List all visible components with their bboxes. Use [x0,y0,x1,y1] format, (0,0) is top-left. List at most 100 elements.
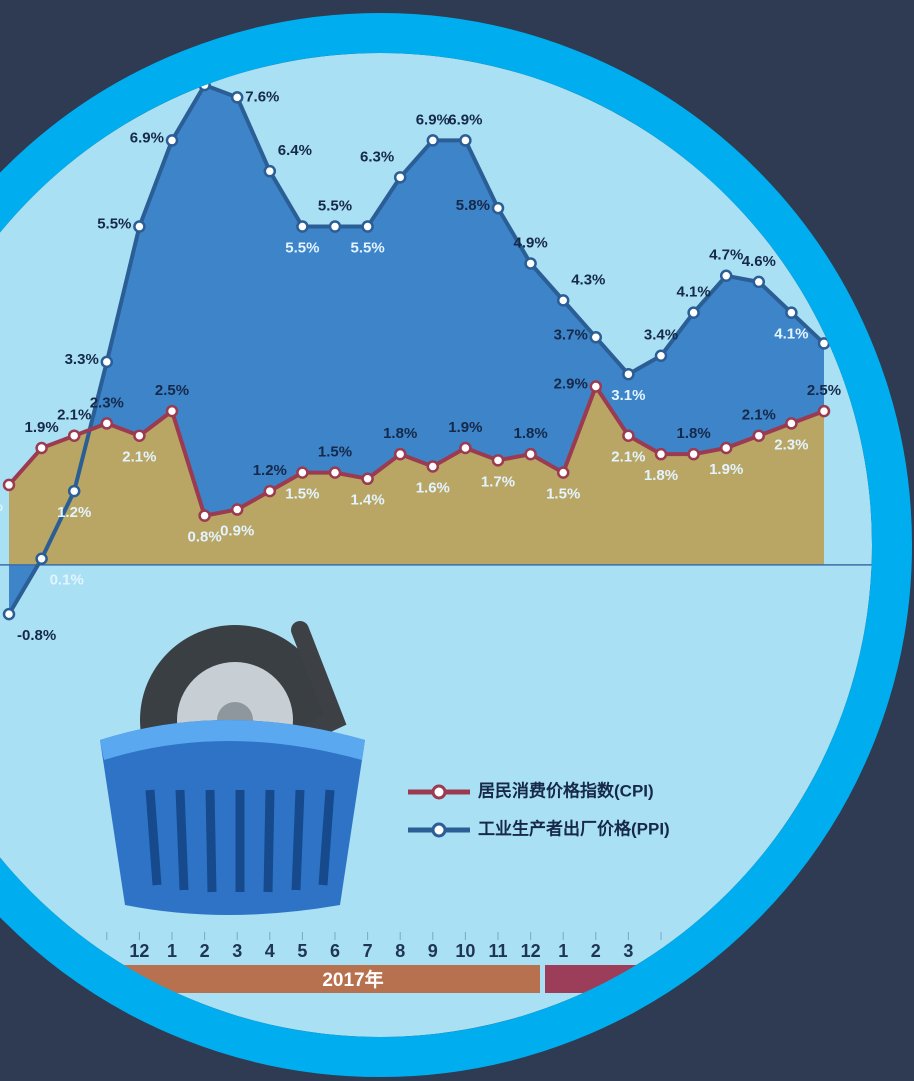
point [589,331,603,344]
value-label: -0.8% [17,627,56,644]
x-tick-label: 3 [232,941,242,961]
x-tick-label: 4 [265,941,275,961]
point [785,417,798,430]
point [654,447,668,461]
value-label: 1.9% [24,419,58,436]
value-label: 6.9% [448,111,482,128]
value-label: 2.1% [122,449,156,466]
value-label: 4.1% [774,326,808,343]
value-label: 6.3% [360,148,394,165]
point [133,429,146,442]
point [426,460,440,473]
point [687,447,700,461]
point [263,164,277,178]
value-label: 2.3% [90,394,124,411]
x-tick-label: 2 [200,941,210,961]
value-label: 1.2% [253,462,287,479]
value-label: 1.4% [350,492,384,509]
year-label: 2017年 [322,968,383,991]
point [459,441,472,455]
value-label: 1.9% [709,461,743,478]
point [622,429,635,442]
value-label: 1.8% [676,425,710,442]
x-tick-label: 10 [455,941,475,961]
x-tick-label: 1 [558,941,568,961]
point [556,294,570,307]
point [556,466,570,479]
x-tick-label: 3 [623,941,633,961]
value-label: 4.3% [571,271,605,288]
point [491,454,505,467]
value-label: 2.1% [742,407,776,424]
point [654,349,668,362]
basket-icon [100,621,365,915]
value-label: 1.8% [644,467,678,484]
value-label: 2.9% [554,375,588,392]
point [230,91,244,104]
point [230,503,244,516]
value-label: 1.3% [0,498,3,515]
x-tick-label: 6 [330,941,340,961]
value-label: 3.3% [65,351,99,368]
value-label: 3.1% [611,387,645,404]
x-tick-label: 12 [129,941,149,961]
value-label: 1.5% [285,486,319,503]
point [687,306,700,319]
value-label: 6.9% [130,129,164,146]
legend-marker [431,822,447,838]
point [100,417,114,430]
x-tick-label: 8 [395,941,405,961]
value-label: 1.6% [416,479,450,496]
ring [0,13,912,1077]
point [719,269,733,283]
point [752,429,766,442]
point [524,447,537,461]
x-tick-label: 7 [363,941,373,961]
point [2,607,16,621]
point [67,484,81,498]
value-label: 4.9% [513,234,547,251]
value-label: 2.1% [57,407,91,424]
value-label: 3.4% [644,327,678,344]
plot: 12 1 2 3 4 5 6 7 8 9 10 11 12 1 2 3-0.8%0.1%1.2%3.3%5.5… [0,78,872,961]
value-label: 4.6% [742,253,776,270]
value-label: 4.1% [676,284,710,301]
point [491,201,505,215]
value-label: 5.5% [285,240,319,257]
x-tick-label: 11 [488,941,507,961]
value-label: 6.4% [278,142,312,159]
point [589,380,603,393]
value-label: 0.8% [187,529,221,546]
value-label: 2.5% [155,382,189,399]
point [785,306,798,319]
value-label: 5.8% [456,197,490,214]
point [719,441,733,455]
point [296,466,309,479]
point [328,466,342,479]
value-label: 1.9% [448,419,482,436]
value-label: 2.5% [807,382,841,399]
value-label: 0.1% [50,572,84,589]
value-label: 2.1% [611,449,645,466]
value-label: 2.3% [774,436,808,453]
point [361,472,374,486]
legend-label: 居民消费价格指数(CPI) [478,780,654,800]
point [426,134,440,147]
value-label: 1.5% [546,486,580,503]
x-tick-label: 1 [167,941,177,961]
value-label: 4.7% [709,247,743,264]
point [393,447,407,461]
value-label: 3.7% [554,326,588,343]
point [817,404,831,418]
point [35,552,48,565]
x-tick-label: 9 [428,941,438,961]
legend-marker [431,784,447,800]
point [35,441,48,455]
area [9,386,824,565]
point [361,220,374,233]
point [263,484,277,498]
point [165,404,179,418]
value-label: 5.5% [97,216,131,233]
